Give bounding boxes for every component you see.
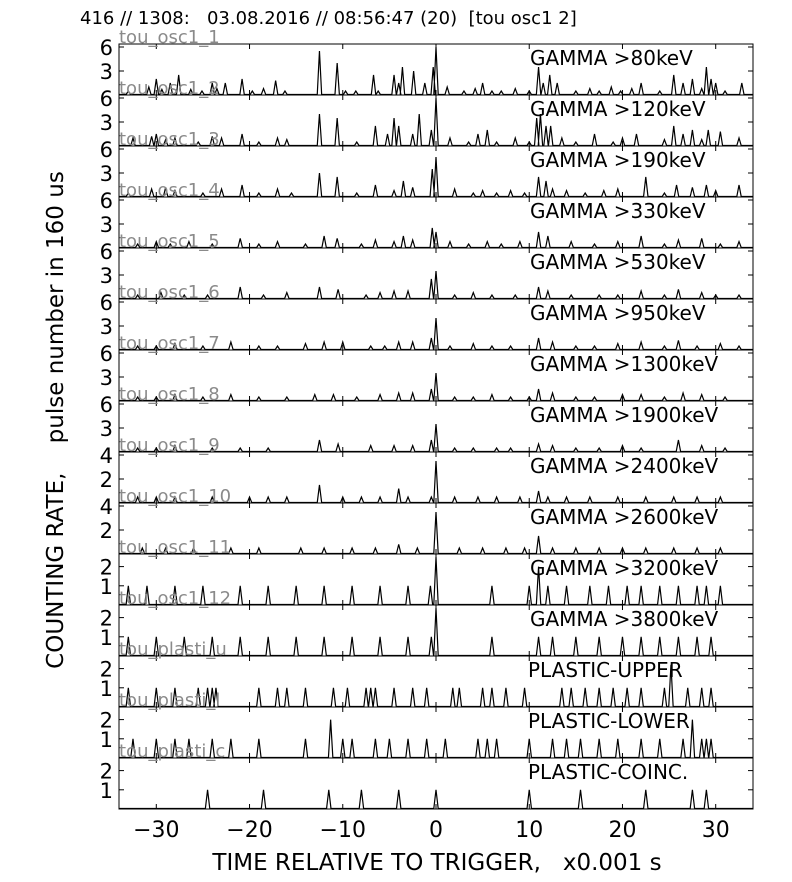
y-tick-label: 3 (100, 111, 113, 135)
panel-label: GAMMA >190keV (530, 148, 706, 172)
y-tick-label: 6 (100, 36, 113, 60)
channel-label: tou_plasti_c (119, 741, 225, 762)
y-tick-label: 3 (100, 60, 113, 84)
x-tick-label: −10 (320, 818, 366, 843)
y-tick-label: 2 (100, 468, 113, 492)
channel-label: tou_plasti_l (119, 690, 220, 711)
y-tick-label: 6 (100, 138, 113, 162)
y-tick-label: 3 (100, 366, 113, 390)
series-line (119, 156, 753, 198)
y-tick-label: 6 (100, 342, 113, 366)
panel-label: GAMMA >330keV (530, 199, 706, 223)
channel-label: tou_osc1_12 (119, 588, 231, 609)
panel-label: GAMMA >3800keV (530, 607, 719, 631)
y-tick-label: 6 (100, 240, 113, 264)
x-tick-label: 30 (702, 818, 730, 843)
channel-label: tou_osc1_9 (119, 435, 220, 456)
panel-label: PLASTIC-LOWER (528, 709, 690, 733)
y-tick-label: 3 (100, 417, 113, 441)
x-tick-label: −30 (133, 818, 179, 843)
channel-label: tou_osc1_3 (119, 129, 220, 150)
y-tick-label: 4 (100, 495, 113, 519)
y-tick-label: 1 (100, 626, 113, 650)
panel-label: GAMMA >2400keV (530, 454, 719, 478)
y-tick-label: 1 (100, 677, 113, 701)
y-tick-label: 2 (100, 658, 113, 682)
y-tick-label: 1 (100, 779, 113, 803)
panel-label: GAMMA >80keV (530, 46, 693, 70)
panel-label: GAMMA >950keV (530, 301, 706, 325)
panel-label: GAMMA >2600keV (530, 505, 719, 529)
panel-label: GAMMA >120keV (530, 97, 706, 121)
x-tick-label: 0 (429, 818, 443, 843)
x-tick-label: 20 (608, 818, 636, 843)
panel-label: GAMMA >1300keV (530, 352, 719, 376)
channel-label: tou_osc1_4 (119, 180, 220, 201)
y-tick-label: 2 (100, 760, 113, 784)
channel-label: tou_osc1_8 (119, 384, 220, 405)
panel-label: PLASTIC-COINC. (528, 760, 688, 784)
y-tick-label: 3 (100, 213, 113, 237)
channel-label: tou_osc1_7 (119, 333, 220, 354)
channel-label: tou_osc1_6 (119, 282, 220, 303)
y-tick-label: 3 (100, 264, 113, 288)
panel-label: GAMMA >1900keV (530, 403, 719, 427)
y-tick-label: 2 (100, 709, 113, 733)
channel-label: tou_osc1_11 (119, 537, 231, 558)
channel-label: tou_osc1_5 (119, 231, 220, 252)
y-tick-label: 6 (100, 291, 113, 315)
x-tick-label: 10 (515, 818, 543, 843)
panel-label: GAMMA >530keV (530, 250, 706, 274)
x-axis-label: TIME RELATIVE TO TRIGGER, x0.001 s (212, 850, 662, 876)
series-line (119, 789, 753, 810)
x-tick-label: −20 (226, 818, 272, 843)
y-tick-label: 1 (100, 575, 113, 599)
panel-label: PLASTIC-UPPER (528, 658, 683, 682)
y-tick-label: 6 (100, 393, 113, 417)
figure-title: 416 // 1308: 03.08.2016 // 08:56:47 (20)… (80, 8, 577, 29)
series-line (119, 556, 753, 606)
y-tick-label: 3 (100, 162, 113, 186)
y-tick-label: 4 (100, 444, 113, 468)
channel-label: tou_osc1_1 (119, 27, 220, 48)
y-tick-label: 2 (100, 556, 113, 580)
channel-label: tou_plasti_u (119, 639, 227, 660)
y-tick-label: 3 (100, 315, 113, 339)
y-tick-label: 2 (100, 607, 113, 631)
y-tick-label: 6 (100, 189, 113, 213)
channel-label: tou_osc1_10 (119, 486, 231, 507)
y-tick-label: 6 (100, 87, 113, 111)
panel-label: GAMMA >3200keV (530, 556, 719, 580)
channel-label: tou_osc1_2 (119, 78, 220, 99)
y-tick-label: 1 (100, 728, 113, 752)
y-tick-label: 2 (100, 519, 113, 543)
